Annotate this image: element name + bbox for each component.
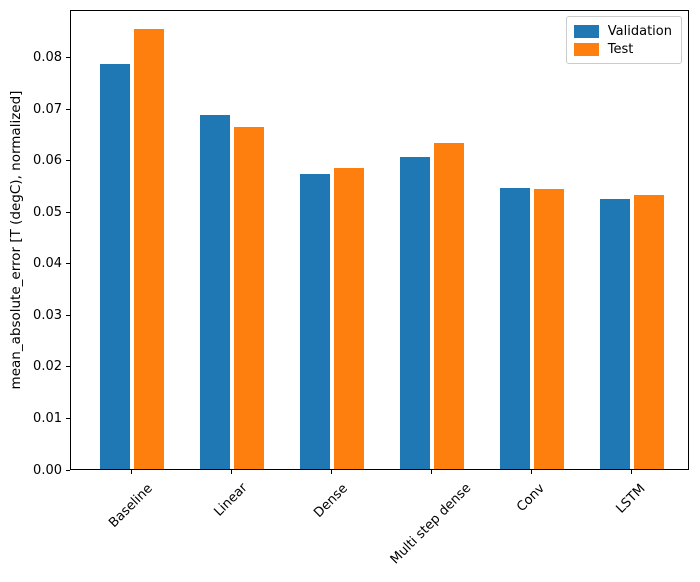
bar-test-linear	[234, 127, 264, 469]
bar-validation-conv	[500, 187, 530, 469]
y-tick-mark	[66, 469, 70, 471]
y-tick-label: 0.01	[33, 410, 62, 426]
bar-validation-dense	[300, 174, 330, 469]
y-tick-label: 0.06	[33, 153, 62, 169]
y-tick-label: 0.00	[33, 462, 62, 478]
legend-swatch-validation	[573, 24, 599, 38]
y-axis-label: mean_absolute_error [T (degC), normalize…	[8, 90, 24, 390]
y-tick-label: 0.08	[33, 49, 62, 65]
x-tick-label: Conv	[514, 481, 548, 515]
y-tick-mark	[66, 211, 70, 213]
legend-swatch-test	[573, 42, 599, 56]
legend-label-test: Test	[607, 41, 634, 57]
x-tick-mark	[230, 470, 232, 474]
bar-validation-baseline	[100, 64, 130, 469]
plot-area: Validation Test	[70, 10, 689, 470]
x-tick-label: Dense	[311, 480, 351, 521]
y-tick-label: 0.02	[33, 359, 62, 375]
bar-test-dense	[334, 168, 364, 469]
y-tick-mark	[66, 263, 70, 265]
y-tick-mark	[66, 108, 70, 110]
legend-item-validation: Validation	[573, 22, 672, 40]
legend: Validation Test	[565, 16, 682, 64]
bar-test-lstm	[634, 194, 664, 469]
x-tick-label: Multi step dense	[387, 480, 475, 568]
x-tick-mark	[630, 470, 632, 474]
y-tick-mark	[66, 314, 70, 316]
x-tick-mark	[430, 470, 432, 474]
y-tick-mark	[66, 417, 70, 419]
y-tick-mark	[66, 160, 70, 162]
x-tick-label: Linear	[211, 480, 251, 521]
y-tick-mark	[66, 56, 70, 58]
x-tick-mark	[130, 470, 132, 474]
legend-item-test: Test	[573, 40, 672, 58]
bar-test-baseline	[134, 29, 164, 469]
x-tick-label: Baseline	[106, 480, 156, 531]
x-tick-label: LSTM	[613, 481, 649, 517]
x-tick-mark	[530, 470, 532, 474]
y-tick-label: 0.04	[33, 256, 62, 272]
x-tick-mark	[330, 470, 332, 474]
bar-validation-linear	[200, 115, 230, 469]
bar-validation-lstm	[600, 199, 630, 469]
y-tick-label: 0.07	[33, 101, 62, 117]
legend-label-validation: Validation	[607, 23, 672, 39]
bar-test-multi-step-dense	[434, 143, 464, 469]
bar-validation-multi-step-dense	[400, 157, 430, 469]
y-tick-label: 0.05	[33, 204, 62, 220]
y-tick-label: 0.03	[33, 307, 62, 323]
bar-test-conv	[534, 188, 564, 469]
y-tick-mark	[66, 366, 70, 368]
